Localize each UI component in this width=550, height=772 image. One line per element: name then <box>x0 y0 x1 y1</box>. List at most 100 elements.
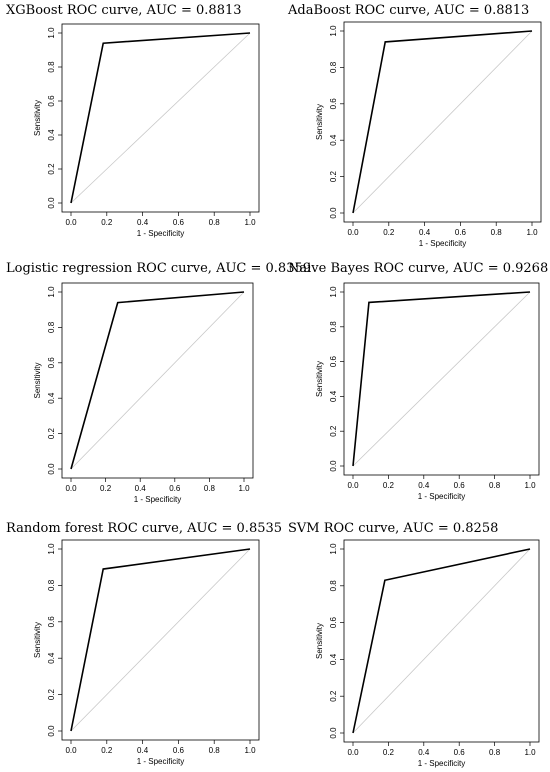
x-tick-label: 1.0 <box>524 481 536 490</box>
y-tick-label: 0.4 <box>47 129 56 141</box>
y-tick-label: 0.4 <box>47 392 56 404</box>
roc-curve-line <box>70 548 251 732</box>
x-tick-label: 0.8 <box>489 748 501 757</box>
plot-frame <box>343 282 540 476</box>
y-tick-label: 0.0 <box>329 727 338 739</box>
plot-area: 0.0 0.2 0.4 0.6 0.8 1.0 0.0 0.2 0.4 0.6 0.8 1.0 1 - … <box>315 21 542 248</box>
x-tick-label: 0.6 <box>173 218 185 227</box>
x-axis-label: 1 - Specificity <box>419 239 467 248</box>
x-axis-label: 1 - Specificity <box>418 759 466 768</box>
y-tick-label: 0.2 <box>47 427 56 439</box>
x-axis-label: 1 - Specificity <box>134 495 182 504</box>
x-tick-label: 0.4 <box>419 228 431 237</box>
y-tick-label: 0.4 <box>329 390 338 402</box>
y-tick-label: 0.2 <box>47 163 56 175</box>
y-tick-label: 0.0 <box>47 725 56 737</box>
x-tick-label: 1.0 <box>524 748 536 757</box>
diagonal-reference-line <box>352 548 531 734</box>
y-axis-label: Sensitivity <box>315 104 324 140</box>
x-tick-label: 0.6 <box>173 746 185 755</box>
roc-curve-line <box>70 32 251 204</box>
y-tick-label: 1.0 <box>329 543 338 555</box>
y-tick-label: 0.6 <box>329 616 338 628</box>
y-tick-label: 0.4 <box>47 652 56 664</box>
x-tick-label: 0.0 <box>347 228 359 237</box>
y-tick-label: 0.6 <box>47 357 56 369</box>
y-axis-label: Sensitivity <box>33 100 42 136</box>
diagonal-reference-line <box>70 291 245 470</box>
chart-title: Logistic regression ROC curve, AUC = 0.8… <box>6 261 312 276</box>
plot-area: 0.0 0.2 0.4 0.6 0.8 1.0 0.0 0.2 0.4 0.6 0.8 1.0 1 - … <box>315 539 540 768</box>
x-tick-label: 0.8 <box>489 481 501 490</box>
x-tick-label: 0.0 <box>347 481 359 490</box>
y-tick-label: 0.6 <box>329 355 338 367</box>
y-tick-label: 1.0 <box>47 27 56 39</box>
x-tick-label: 0.4 <box>418 748 430 757</box>
roc-curve-line <box>352 291 531 467</box>
y-tick-label: 1.0 <box>47 543 56 555</box>
roc-curve-line <box>70 291 245 470</box>
plot-area: 0.0 0.2 0.4 0.6 0.8 1.0 0.0 0.2 0.4 0.6 0.8 1.0 1 - … <box>315 282 540 501</box>
y-tick-label: 0.4 <box>329 134 338 146</box>
x-tick-label: 0.8 <box>209 218 221 227</box>
y-tick-label: 0.8 <box>329 321 338 333</box>
y-tick-label: 0.6 <box>47 95 56 107</box>
y-axis-label: Sensitivity <box>33 362 42 398</box>
y-tick-label: 0.8 <box>47 579 56 591</box>
chart-title: Random forest ROC curve, AUC = 0.8535 <box>6 521 283 536</box>
x-tick-label: 0.6 <box>454 481 466 490</box>
y-tick-label: 0.8 <box>329 61 338 73</box>
y-tick-label: 0.6 <box>47 616 56 628</box>
x-tick-label: 0.2 <box>383 748 395 757</box>
x-tick-label: 1.0 <box>244 218 256 227</box>
y-axis-label: Sensitivity <box>315 361 324 397</box>
x-tick-label: 0.8 <box>209 746 221 755</box>
x-tick-label: 1.0 <box>526 228 538 237</box>
y-tick-label: 0.0 <box>47 197 56 209</box>
plot-area: 0.0 0.2 0.4 0.6 0.8 1.0 0.0 0.2 0.4 0.6 0.8 1.0 1 - … <box>33 23 260 238</box>
plot-frame <box>61 539 260 741</box>
plot-frame <box>343 539 540 743</box>
x-tick-label: 0.8 <box>204 484 216 493</box>
x-tick-label: 0.2 <box>100 484 112 493</box>
diagonal-reference-line <box>70 548 251 732</box>
y-tick-label: 0.0 <box>47 463 56 475</box>
y-tick-label: 0.8 <box>329 580 338 592</box>
y-tick-label: 0.8 <box>47 61 56 73</box>
y-axis-label: Sensitivity <box>315 623 324 659</box>
x-tick-label: 0.2 <box>383 481 395 490</box>
plot-area: 0.0 0.2 0.4 0.6 0.8 1.0 0.0 0.2 0.4 0.6 0.8 1.0 1 - … <box>33 539 260 766</box>
x-tick-label: 0.0 <box>65 218 77 227</box>
x-tick-label: 0.2 <box>101 746 113 755</box>
roc-panel-logistic-regression: Logistic regression ROC curve, AUC = 0.8… <box>4 258 311 508</box>
chart-title: AdaBoost ROC curve, AUC = 0.8813 <box>288 3 530 18</box>
y-tick-label: 0.0 <box>329 460 338 472</box>
x-tick-label: 0.6 <box>455 228 467 237</box>
x-tick-label: 0.2 <box>101 218 113 227</box>
y-tick-label: 0.2 <box>329 425 338 437</box>
x-tick-label: 0.4 <box>137 218 149 227</box>
diagonal-reference-line <box>70 32 251 204</box>
y-tick-label: 1.0 <box>47 286 56 298</box>
plot-frame <box>61 282 254 479</box>
x-tick-label: 0.8 <box>491 228 503 237</box>
plot-frame <box>61 23 260 213</box>
roc-panel-xgboost: XGBoost ROC curve, AUC = 0.8813 0.0 0.2 0.… <box>4 0 266 250</box>
y-axis-label: Sensitivity <box>33 622 42 658</box>
y-tick-label: 0.2 <box>329 170 338 182</box>
x-tick-label: 0.4 <box>418 481 430 490</box>
x-tick-label: 1.0 <box>244 746 256 755</box>
x-tick-label: 0.4 <box>137 746 149 755</box>
x-tick-label: 1.0 <box>238 484 250 493</box>
y-tick-label: 1.0 <box>329 286 338 298</box>
roc-panel-random-forest: Random forest ROC curve, AUC = 0.8535 0.… <box>4 518 282 772</box>
chart-title: Naive Bayes ROC curve, AUC = 0.9268 <box>288 261 549 276</box>
x-tick-label: 0.0 <box>347 748 359 757</box>
y-tick-label: 0.2 <box>47 688 56 700</box>
plot-frame <box>343 21 542 223</box>
x-tick-label: 0.2 <box>383 228 395 237</box>
roc-panel-naive-bayes: Naive Bayes ROC curve, AUC = 0.9268 0.0 0… <box>286 258 548 508</box>
roc-curve-line <box>352 548 531 734</box>
x-tick-label: 0.4 <box>135 484 147 493</box>
x-tick-label: 0.0 <box>65 746 77 755</box>
